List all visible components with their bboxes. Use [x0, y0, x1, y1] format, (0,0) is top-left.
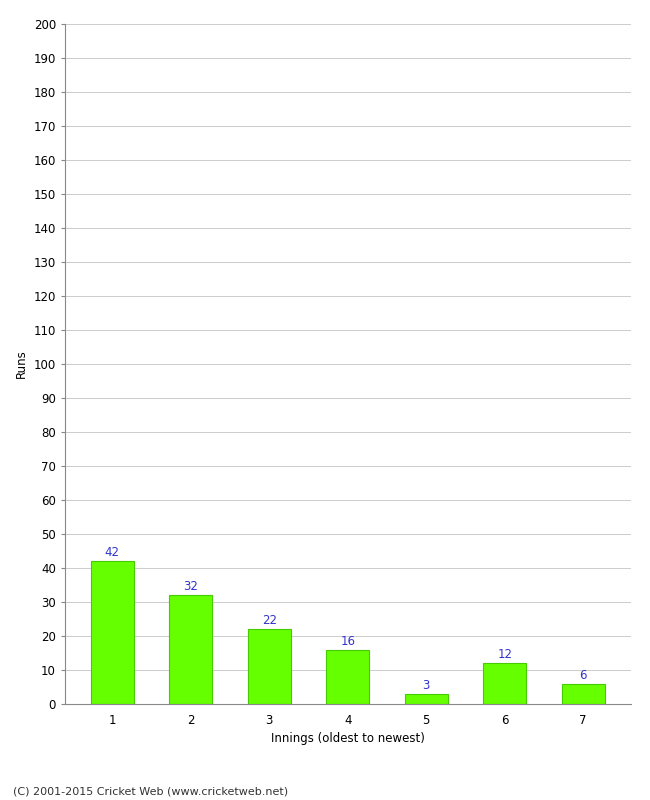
- Text: 16: 16: [340, 634, 356, 647]
- Bar: [326, 650, 369, 704]
- Text: 42: 42: [105, 546, 120, 559]
- Text: (C) 2001-2015 Cricket Web (www.cricketweb.net): (C) 2001-2015 Cricket Web (www.cricketwe…: [13, 786, 288, 796]
- Text: 6: 6: [579, 669, 587, 682]
- Text: 3: 3: [422, 678, 430, 692]
- Bar: [483, 663, 526, 704]
- Bar: [248, 629, 291, 704]
- Y-axis label: Runs: Runs: [15, 350, 28, 378]
- Bar: [562, 683, 605, 704]
- Text: 32: 32: [183, 580, 198, 593]
- Bar: [91, 562, 134, 704]
- Text: 22: 22: [262, 614, 277, 627]
- Bar: [169, 595, 213, 704]
- Text: 12: 12: [497, 648, 512, 661]
- X-axis label: Innings (oldest to newest): Innings (oldest to newest): [271, 732, 424, 746]
- Bar: [405, 694, 448, 704]
